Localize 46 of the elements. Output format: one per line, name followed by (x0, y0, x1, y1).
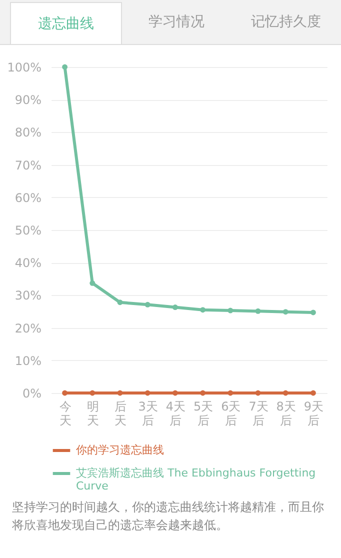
y-tick-label: 40% (14, 256, 42, 270)
point (200, 307, 206, 313)
legend-label: 艾宾浩斯遗忘曲线 The Ebbinghaus Forgetting Curve (76, 466, 316, 492)
point (282, 390, 288, 396)
point (90, 390, 96, 396)
y-tick-label: 60% (14, 190, 42, 205)
y-tick-label: 30% (14, 288, 42, 303)
point (144, 390, 150, 396)
point (62, 390, 68, 396)
point (172, 390, 178, 396)
point (282, 309, 288, 315)
text: 记忆持久度 (250, 13, 322, 32)
point (228, 390, 234, 396)
x-tick-label: 3天后 (138, 400, 158, 428)
x-tick-label: 今天 (59, 400, 72, 428)
text: 学习情况 (148, 13, 206, 32)
x-tick-label: 明天 (86, 400, 99, 428)
point (117, 390, 123, 396)
x-tick-label: 5天后 (193, 400, 214, 428)
point (144, 302, 150, 308)
y-tick-label: 20% (14, 321, 42, 336)
y-tick-label: 10% (14, 354, 42, 368)
point (90, 280, 96, 286)
point (228, 308, 234, 314)
point (200, 390, 206, 396)
x-tick-label: 后天 (114, 400, 126, 428)
y-tick-label: 0% (22, 386, 42, 400)
y-tick-label: 100% (7, 60, 42, 74)
x-tick-label: 6天后 (221, 400, 241, 428)
point (310, 390, 316, 396)
y-tick-label: 80% (14, 126, 42, 140)
x-tick-label: 7天后 (248, 400, 268, 428)
point (255, 390, 261, 396)
point (172, 304, 178, 310)
point (117, 300, 123, 306)
y-tick-label: 90% (14, 93, 42, 108)
y-tick-label: 70% (14, 158, 42, 172)
point (255, 308, 261, 314)
legend-label: 你的学习遗忘曲线 (76, 444, 164, 456)
x-tick-label: 4天后 (166, 400, 186, 428)
point (62, 64, 68, 70)
text: 坚持学习的时间越久，你的遗忘曲线统计将越精准，而且你将欣喜地发现自己的遗忘率会越来越低。 (11, 499, 325, 534)
y-tick-label: 50% (14, 224, 42, 238)
chart-title: 遗忘曲线 (10, 2, 122, 44)
x-tick-label: 8天后 (276, 400, 296, 428)
x-tick-label: 9天后 (304, 400, 324, 428)
